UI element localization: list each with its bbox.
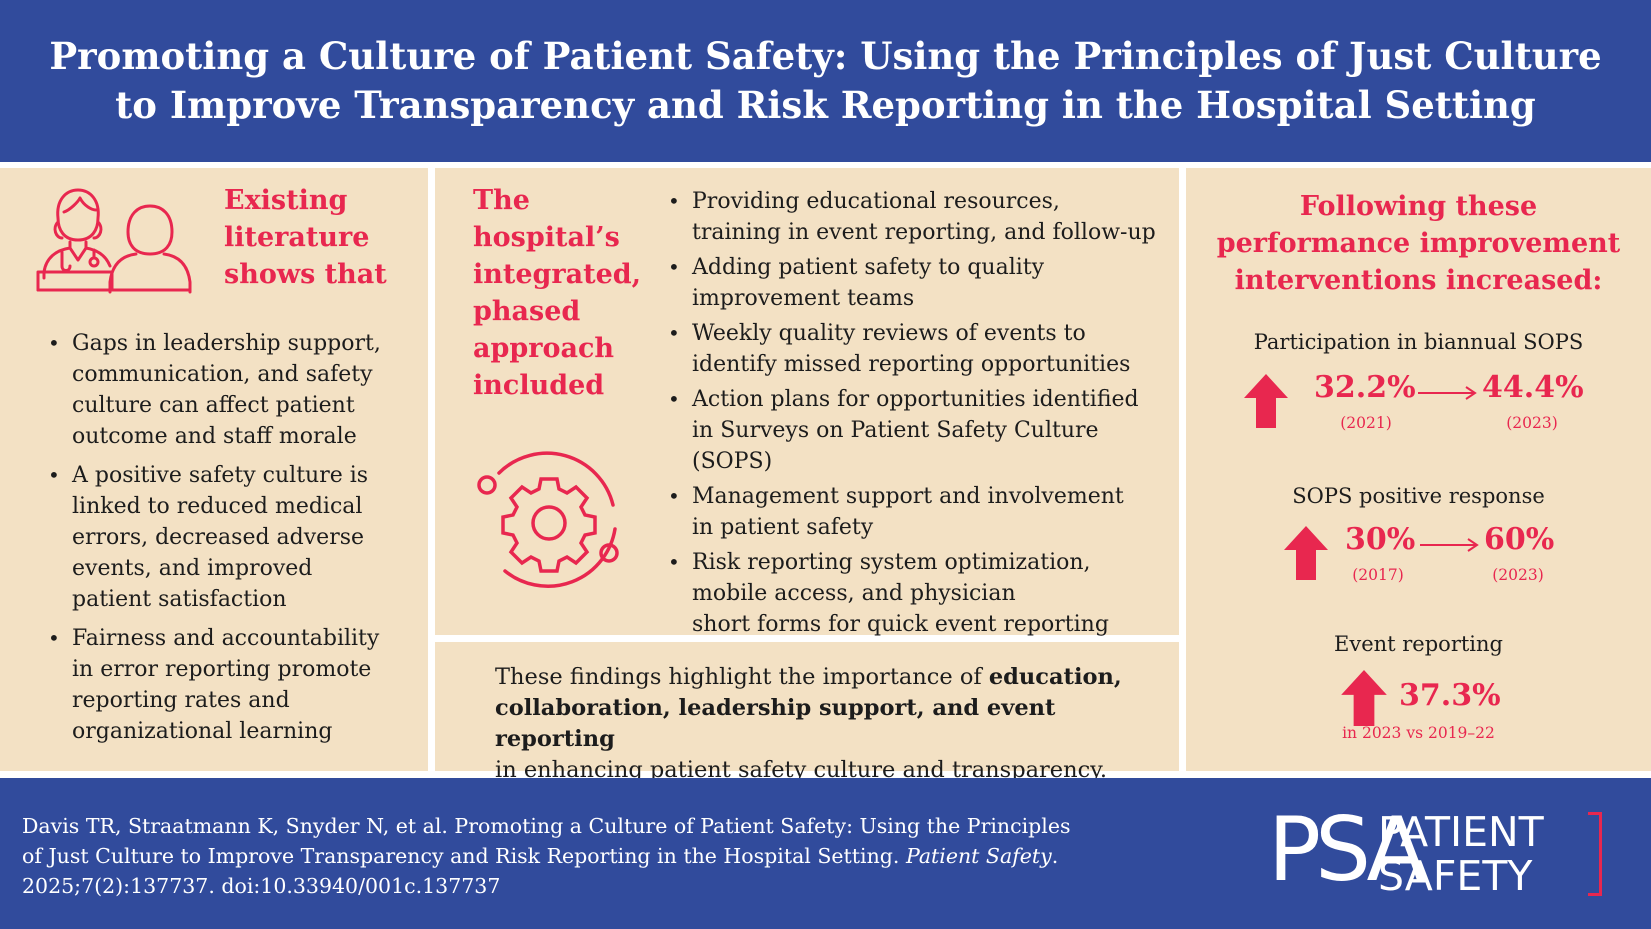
citation-line: of Just Culture to Improve Transparency … (22, 841, 1132, 871)
literature-list: Gaps in leadership support, communicatio… (48, 328, 418, 755)
heading-line: interventions increased: (1234, 265, 1603, 296)
stat-label: SOPS positive response (1292, 484, 1545, 508)
bullet-line: reporting rates and (72, 688, 290, 713)
heading-line: performance improvement (1216, 228, 1621, 259)
list-item: Fairness and accountability in error rep… (48, 623, 418, 747)
citation-line: 2025;7(2):137737. doi:10.33940/001c.1377… (22, 874, 501, 898)
stat-from-value: 32.2% (1314, 370, 1416, 405)
list-item: Weekly quality reviews of events to iden… (668, 318, 1168, 380)
arrow-up-icon (1341, 670, 1387, 726)
stat-from-value: 30% (1345, 522, 1416, 557)
stat-label: Participation in biannual SOPS (1253, 330, 1584, 354)
results-panel: Following these performance improvement … (1186, 168, 1651, 771)
findings-bold: collaboration, leadership support, and e… (495, 695, 1056, 752)
bullet-line: communication, and safety (72, 362, 373, 387)
list-item: A positive safety culture is linked to r… (48, 460, 418, 615)
list-item: Action plans for opportunities identifie… (668, 384, 1168, 477)
citation: Davis TR, Straatmann K, Snyder N, et al.… (22, 811, 1132, 901)
bullet-line: events, and improved (72, 556, 313, 581)
heading-line: approach (473, 333, 615, 364)
heading-line: Existing (224, 185, 348, 216)
footer-banner: Davis TR, Straatmann K, Snyder N, et al.… (0, 778, 1651, 929)
citation-text: . (1051, 844, 1059, 868)
bullet-line: Management support and involvement (692, 484, 1124, 509)
heading-line: The (473, 185, 530, 216)
bullet-line: culture can affect patient (72, 393, 355, 418)
bullet-line: patient satisfaction (72, 587, 287, 612)
list-item: Providing educational resources, trainin… (668, 186, 1168, 248)
bullet-line: Weekly quality reviews of events to (692, 321, 1086, 346)
stat-from-year: (2021) (1340, 414, 1392, 432)
bullet-line: Action plans for opportunities identifie… (692, 387, 1139, 412)
arrow-up-icon (1244, 374, 1288, 428)
heading-line: integrated, (473, 259, 642, 290)
bullet-line: outcome and staff morale (72, 424, 357, 449)
stat-to-year: (2023) (1492, 566, 1544, 584)
logo-word: PATIENT (1378, 808, 1544, 856)
approach-heading: The hospital’s integrated, phased approa… (473, 182, 641, 404)
header-banner: Promoting a Culture of Patient Safety: U… (0, 0, 1651, 162)
bullet-line: A positive safety culture is (72, 463, 369, 488)
list-item: Management support and involvement in pa… (668, 481, 1168, 543)
findings-bold: education, (988, 664, 1122, 690)
findings-text: These findings highlight the importance … (495, 662, 1135, 786)
bullet-line: errors, decreased adverse (72, 525, 365, 550)
stat-to-value: 60% (1484, 522, 1555, 557)
findings-plain: These findings highlight the importance … (495, 664, 989, 690)
stat-to-value: 44.4% (1482, 370, 1584, 405)
logo-bracket (1588, 812, 1602, 896)
bullet-line: Fairness and accountability (72, 626, 380, 651)
findings-line: collaboration, leadership support, and e… (495, 693, 1135, 755)
event-value: 37.3% (1399, 678, 1501, 713)
bullet-line: Adding patient safety to quality (692, 255, 1045, 280)
journal-name: Patient Safety (905, 844, 1052, 868)
heading-line: literature (224, 222, 370, 253)
list-item: Gaps in leadership support, communicatio… (48, 328, 418, 452)
heading-line: included (473, 370, 605, 401)
findings-panel: These findings highlight the importance … (435, 642, 1179, 783)
findings-line: These findings highlight the importance … (495, 662, 1135, 693)
heading-line: hospital’s (473, 222, 620, 253)
bullet-line: training in event reporting, and follow-… (692, 220, 1156, 245)
literature-panel: Existing literature shows that Gaps in l… (0, 168, 428, 771)
psa-logo: PSA PATIENT SAFETY (1268, 802, 1608, 902)
results-heading: Following these performance improvement … (1186, 188, 1651, 299)
heading-line: Following these (1299, 191, 1538, 222)
bullet-line: Providing educational resources, (692, 189, 1060, 214)
bullet-line: in error reporting promote (72, 657, 372, 682)
bullet-line: mobile access, and physician (692, 581, 1016, 606)
bullet-line: organizational learning (72, 719, 333, 744)
doctor-patient-icon (36, 188, 192, 294)
page-title: Promoting a Culture of Patient Safety: U… (49, 34, 1602, 127)
list-item: Adding patient safety to quality improve… (668, 252, 1168, 314)
gear-cycle-icon (477, 451, 619, 588)
heading-line: phased (473, 296, 581, 327)
heading-line: shows that (224, 259, 387, 290)
arrow-up-icon (1284, 526, 1328, 580)
logo-mark: PSA (1268, 798, 1427, 901)
event-note: in 2023 vs 2019–22 (1342, 724, 1495, 742)
bullet-line: in Surveys on Patient Safety Culture (SO… (692, 418, 1099, 474)
bullet-line: in patient safety (692, 515, 874, 540)
stat-from-year: (2017) (1352, 566, 1404, 584)
literature-heading: Existing literature shows that (224, 182, 387, 293)
citation-line: Davis TR, Straatmann K, Snyder N, et al.… (22, 814, 1071, 838)
list-item: Risk reporting system optimization, mobi… (668, 547, 1168, 640)
bullet-line: identify missed reporting opportunities (692, 352, 1131, 377)
bullet-line: linked to reduced medical (72, 494, 363, 519)
bullet-line: improvement teams (692, 286, 915, 311)
arrow-right-icon (1420, 538, 1479, 552)
logo-word: SAFETY (1378, 852, 1533, 900)
bullet-line: Gaps in leadership support, (72, 331, 381, 356)
stat-to-year: (2023) (1506, 414, 1558, 432)
stat-label: Event reporting (1334, 632, 1503, 656)
bullet-line: short forms for quick event reporting (692, 612, 1109, 637)
bullet-line: Risk reporting system optimization, (692, 550, 1091, 575)
citation-text: of Just Culture to Improve Transparency … (22, 844, 906, 868)
arrow-right-icon (1418, 386, 1477, 400)
approach-list: Providing educational resources, trainin… (668, 186, 1168, 644)
approach-panel: The hospital’s integrated, phased approa… (435, 168, 1179, 637)
